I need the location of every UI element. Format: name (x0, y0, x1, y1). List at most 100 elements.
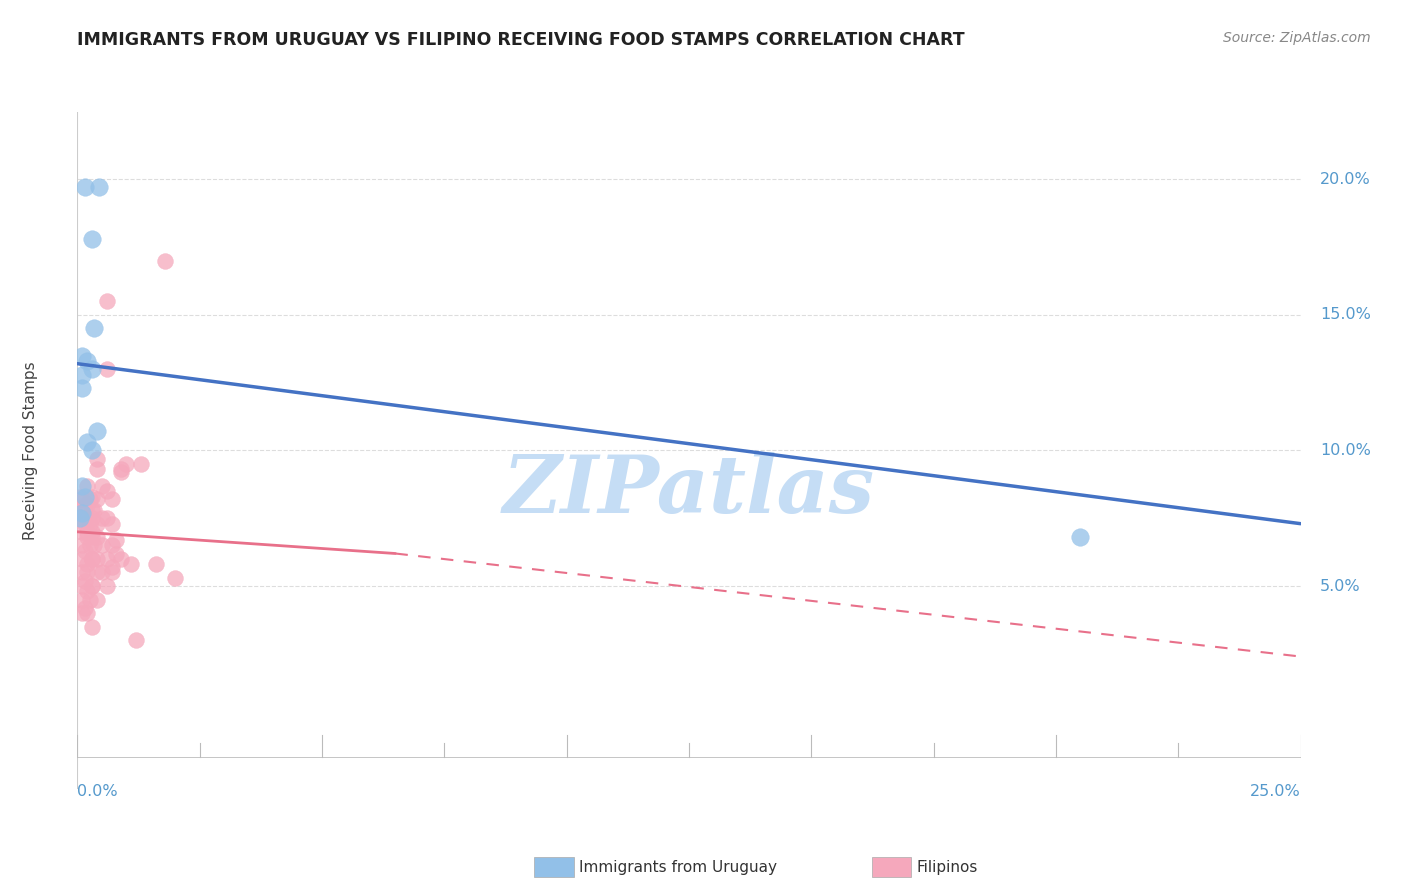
Point (76, 584, 98, 599)
Point (86, 530, 108, 544)
Point (86, 462, 108, 476)
Point (70, 524, 93, 539)
Point (80, 443, 103, 458)
Point (90, 479, 112, 493)
Point (69, 503, 91, 517)
Point (115, 457, 138, 471)
Text: Source: ZipAtlas.com: Source: ZipAtlas.com (1223, 31, 1371, 45)
Text: 15.0%: 15.0% (1320, 308, 1371, 322)
Point (89, 180, 111, 194)
Point (96, 294, 118, 309)
Point (76, 511, 98, 525)
Point (80, 579, 103, 593)
Point (70, 552, 93, 566)
Point (70, 349, 93, 363)
Point (100, 538, 122, 552)
Point (100, 492, 122, 507)
Point (80, 503, 103, 517)
Point (96, 362, 118, 376)
Point (76, 606, 98, 620)
Point (76, 354, 98, 368)
Point (100, 560, 122, 574)
Text: IMMIGRANTS FROM URUGUAY VS FILIPINO RECEIVING FOOD STAMPS CORRELATION CHART: IMMIGRANTS FROM URUGUAY VS FILIPINO RECE… (77, 31, 965, 49)
Point (80, 362, 103, 376)
Point (86, 425, 108, 439)
Point (70, 381, 93, 395)
Text: 10.0%: 10.0% (1320, 443, 1371, 458)
Point (86, 552, 108, 566)
Point (70, 592, 93, 607)
Point (80, 232, 103, 246)
Point (105, 547, 128, 561)
Point (100, 566, 122, 580)
Point (70, 606, 93, 620)
Point (73, 516, 96, 531)
Text: 20.0%: 20.0% (1320, 172, 1371, 186)
Point (76, 498, 98, 512)
Point (1069, 530, 1091, 544)
Point (120, 558, 142, 572)
Point (70, 538, 93, 552)
Text: ZIPatlas: ZIPatlas (503, 452, 875, 530)
Point (76, 524, 98, 539)
Point (83, 321, 105, 335)
Point (70, 506, 93, 520)
Point (80, 530, 103, 544)
Point (80, 490, 103, 504)
Point (129, 457, 152, 471)
Point (155, 253, 177, 268)
Point (125, 633, 148, 648)
Point (79, 516, 101, 531)
Point (79, 592, 101, 607)
Point (96, 579, 118, 593)
Point (73, 574, 96, 588)
Point (96, 484, 118, 499)
Point (90, 538, 112, 552)
Point (105, 533, 128, 547)
Point (70, 511, 93, 525)
Point (80, 511, 103, 525)
Point (110, 462, 132, 476)
Point (70, 492, 93, 507)
Point (79, 492, 101, 507)
Text: 5.0%: 5.0% (1320, 579, 1361, 593)
Text: 25.0%: 25.0% (1250, 784, 1301, 799)
Point (76, 558, 98, 572)
Point (76, 566, 98, 580)
Point (145, 558, 167, 572)
Point (80, 524, 103, 539)
Point (86, 516, 108, 531)
Point (110, 465, 132, 479)
Point (76, 530, 98, 544)
Point (76, 435, 98, 450)
Point (100, 516, 122, 531)
Point (165, 571, 187, 585)
Point (96, 511, 118, 525)
Point (90, 566, 112, 580)
Text: 0.0%: 0.0% (77, 784, 118, 799)
Point (86, 566, 108, 580)
Point (90, 511, 112, 525)
Point (86, 592, 108, 607)
Text: Immigrants from Uruguay: Immigrants from Uruguay (579, 861, 778, 875)
Point (70, 566, 93, 580)
Point (70, 368, 93, 382)
Point (80, 552, 103, 566)
Point (73, 498, 96, 512)
Text: Filipinos: Filipinos (917, 861, 979, 875)
Point (70, 479, 93, 493)
Point (69, 490, 91, 504)
Point (76, 479, 98, 493)
Point (83, 538, 105, 552)
Point (73, 543, 96, 558)
Point (110, 552, 132, 566)
Point (69, 511, 91, 525)
Point (83, 503, 105, 517)
Point (86, 451, 108, 466)
Point (79, 538, 101, 552)
Point (80, 579, 103, 593)
Point (73, 180, 96, 194)
Text: Receiving Food Stamps: Receiving Food Stamps (24, 361, 38, 540)
Point (70, 579, 93, 593)
Point (73, 490, 96, 504)
